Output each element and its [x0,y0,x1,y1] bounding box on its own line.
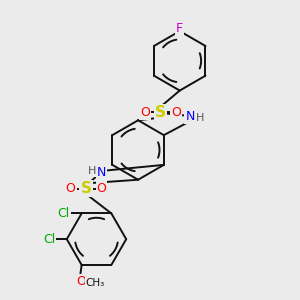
Text: O: O [171,106,181,119]
Text: CH₃: CH₃ [85,278,105,288]
Text: N: N [97,166,106,179]
Text: Cl: Cl [43,233,55,246]
Text: H: H [88,166,96,176]
Text: O: O [66,182,76,195]
Text: N: N [185,110,195,123]
Text: O: O [140,106,150,119]
Text: F: F [176,22,183,35]
Text: O: O [97,182,106,195]
Text: S: S [81,181,92,196]
Text: S: S [155,105,166,120]
Text: O: O [76,275,86,288]
Text: Cl: Cl [58,207,70,220]
Text: H: H [196,112,205,123]
